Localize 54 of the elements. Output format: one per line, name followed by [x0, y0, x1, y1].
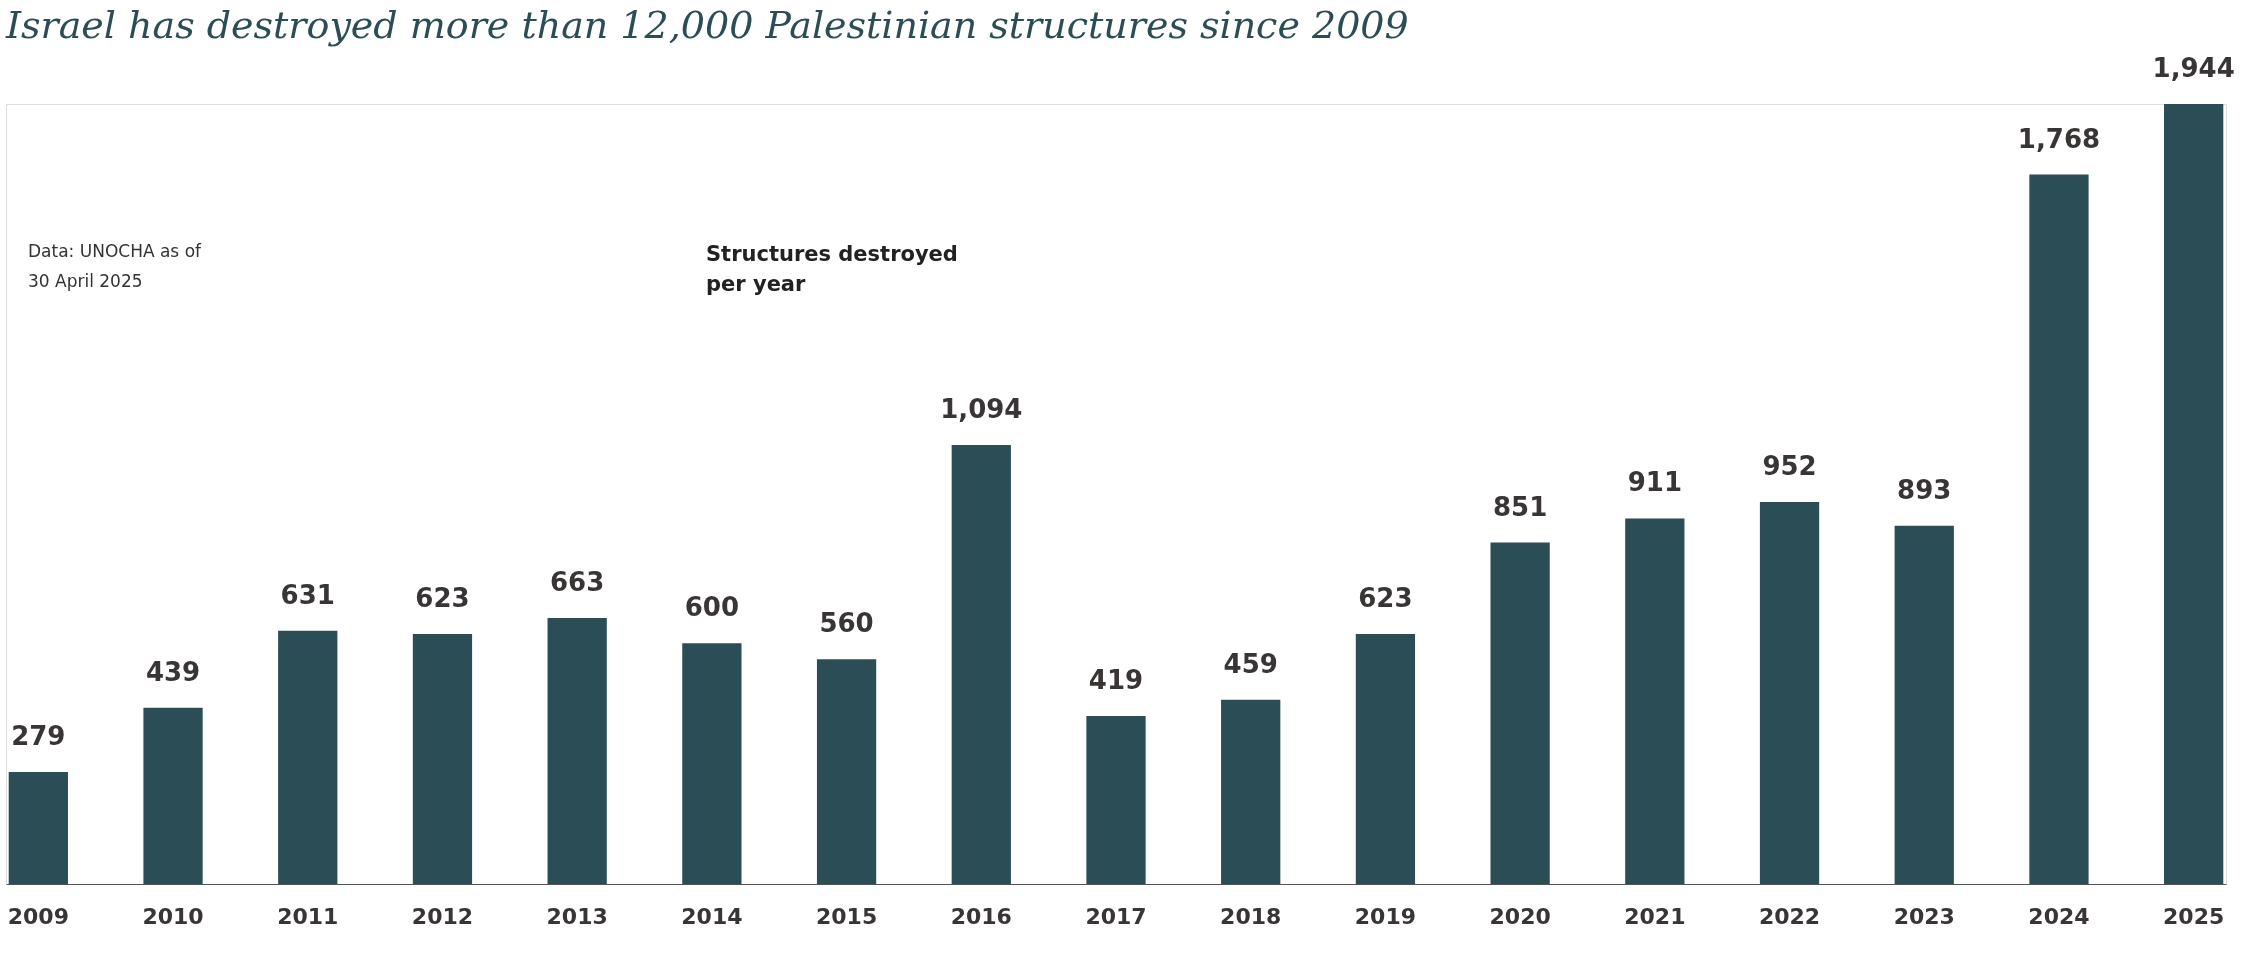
bar — [8, 772, 68, 884]
x-tick-label: 2023 — [1893, 903, 1955, 929]
x-tick-label: 2009 — [7, 903, 69, 929]
x-tick-label: 2011 — [277, 903, 339, 929]
data-label: 279 — [11, 721, 66, 752]
chart-title: Israel has destroyed more than 12,000 Palestinian structures since 2009 — [5, 3, 1409, 47]
x-tick-label: 2010 — [142, 903, 204, 929]
x-tick-label: 2012 — [411, 903, 474, 929]
x-tick-label: 2013 — [546, 903, 608, 929]
annotation: Structures destroyed per year — [706, 242, 958, 296]
bar — [682, 643, 742, 884]
bar — [951, 445, 1011, 884]
data-label: 631 — [280, 579, 335, 610]
x-tick-label: 2014 — [681, 903, 743, 929]
bar — [1490, 542, 1550, 884]
data-label: 952 — [1762, 451, 1817, 482]
x-tick-label: 2015 — [815, 903, 878, 929]
bar — [1086, 715, 1146, 884]
x-tick-label: 2021 — [1624, 903, 1686, 929]
data-label: 439 — [145, 656, 201, 687]
data-label: 1,944 — [2152, 53, 2235, 83]
data-label: 600 — [684, 592, 740, 623]
data-label: 623 — [1358, 583, 1413, 614]
x-tick-label: 2022 — [1758, 903, 1821, 929]
data-label: 419 — [1088, 664, 1144, 695]
bar — [412, 634, 473, 884]
bar — [1625, 518, 1685, 884]
bar — [2164, 104, 2224, 884]
bar — [547, 617, 607, 884]
bar — [1894, 525, 1954, 884]
data-label: 459 — [1223, 648, 1278, 679]
annotation: Data: UNOCHA as of 30 April 2025 — [28, 241, 203, 291]
x-tick-label: 2018 — [1220, 903, 1282, 929]
x-tick-label: 2016 — [950, 903, 1012, 929]
data-label: 893 — [1897, 474, 1952, 505]
x-tick-label: 2025 — [2163, 903, 2225, 929]
bar — [143, 707, 203, 884]
x-tick-label: 2017 — [1085, 903, 1147, 929]
x-tick-label: 2020 — [1489, 903, 1551, 929]
data-label: 623 — [415, 583, 470, 614]
bar — [1355, 634, 1416, 884]
data-label: 1,094 — [940, 394, 1023, 425]
x-tick-label: 2024 — [2028, 903, 2090, 929]
bar — [1759, 502, 1820, 884]
data-label: 663 — [550, 566, 605, 597]
x-tick-label: 2019 — [1354, 903, 1417, 929]
data-label: 911 — [1627, 467, 1682, 498]
bar — [816, 659, 877, 884]
bar — [2029, 174, 2089, 884]
data-label: 560 — [819, 608, 874, 639]
bar — [278, 630, 338, 884]
bar — [1221, 699, 1281, 884]
data-label: 851 — [1492, 491, 1548, 522]
data-label: 1,768 — [2017, 123, 2101, 154]
